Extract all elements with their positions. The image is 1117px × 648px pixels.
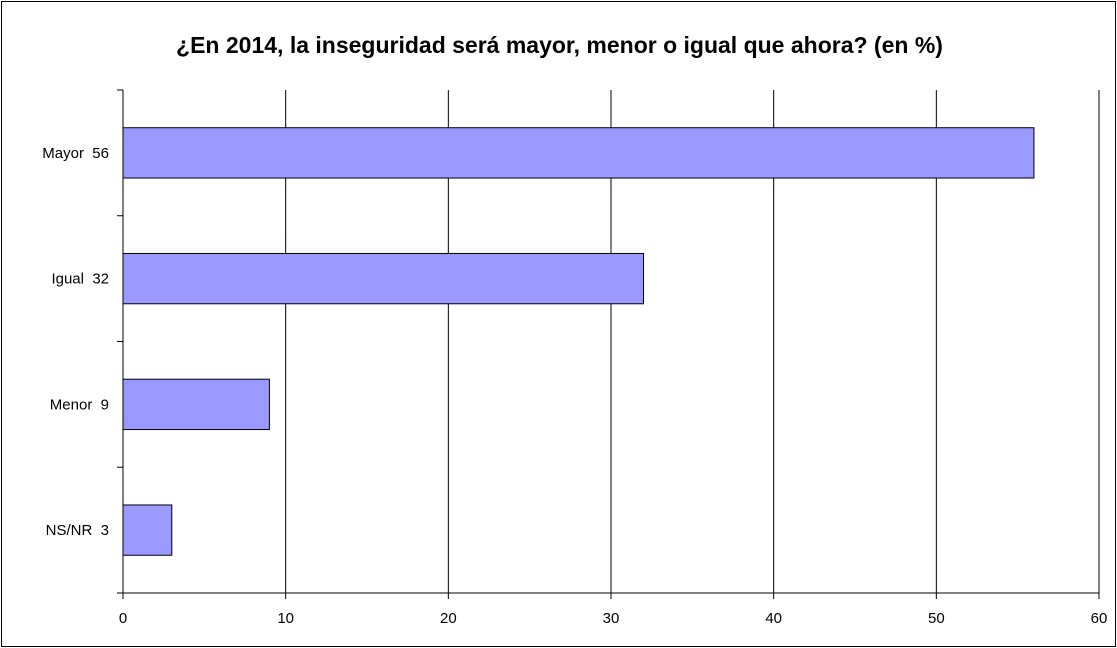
x-tick-label: 0 (119, 610, 127, 627)
x-tick-label: 50 (928, 610, 945, 627)
x-tick-label: 10 (277, 610, 294, 627)
bars (122, 127, 1035, 556)
axes (117, 89, 1100, 599)
category-label: Mayor 56 (42, 145, 109, 162)
category-label: Menor 9 (50, 396, 109, 413)
bar-2 (122, 252, 645, 305)
bar-3 (122, 378, 270, 431)
category-label: Igual 32 (51, 271, 109, 288)
tick-labels: 0 10 20 30 40 50 60 Mayor 56 Igual 32 Menor 9 NS/N… (42, 145, 1107, 627)
x-tick-label: 30 (603, 610, 620, 627)
x-tick-label: 40 (765, 610, 782, 627)
category-label: NS/NR 3 (46, 522, 109, 539)
chart-title: ¿En 2014, la inseguridad será mayor, men… (176, 32, 943, 58)
bar-4 (122, 504, 173, 556)
bar-1 (122, 127, 1035, 179)
x-tick-label: 20 (440, 610, 457, 627)
x-tick-label: 60 (1091, 610, 1108, 627)
